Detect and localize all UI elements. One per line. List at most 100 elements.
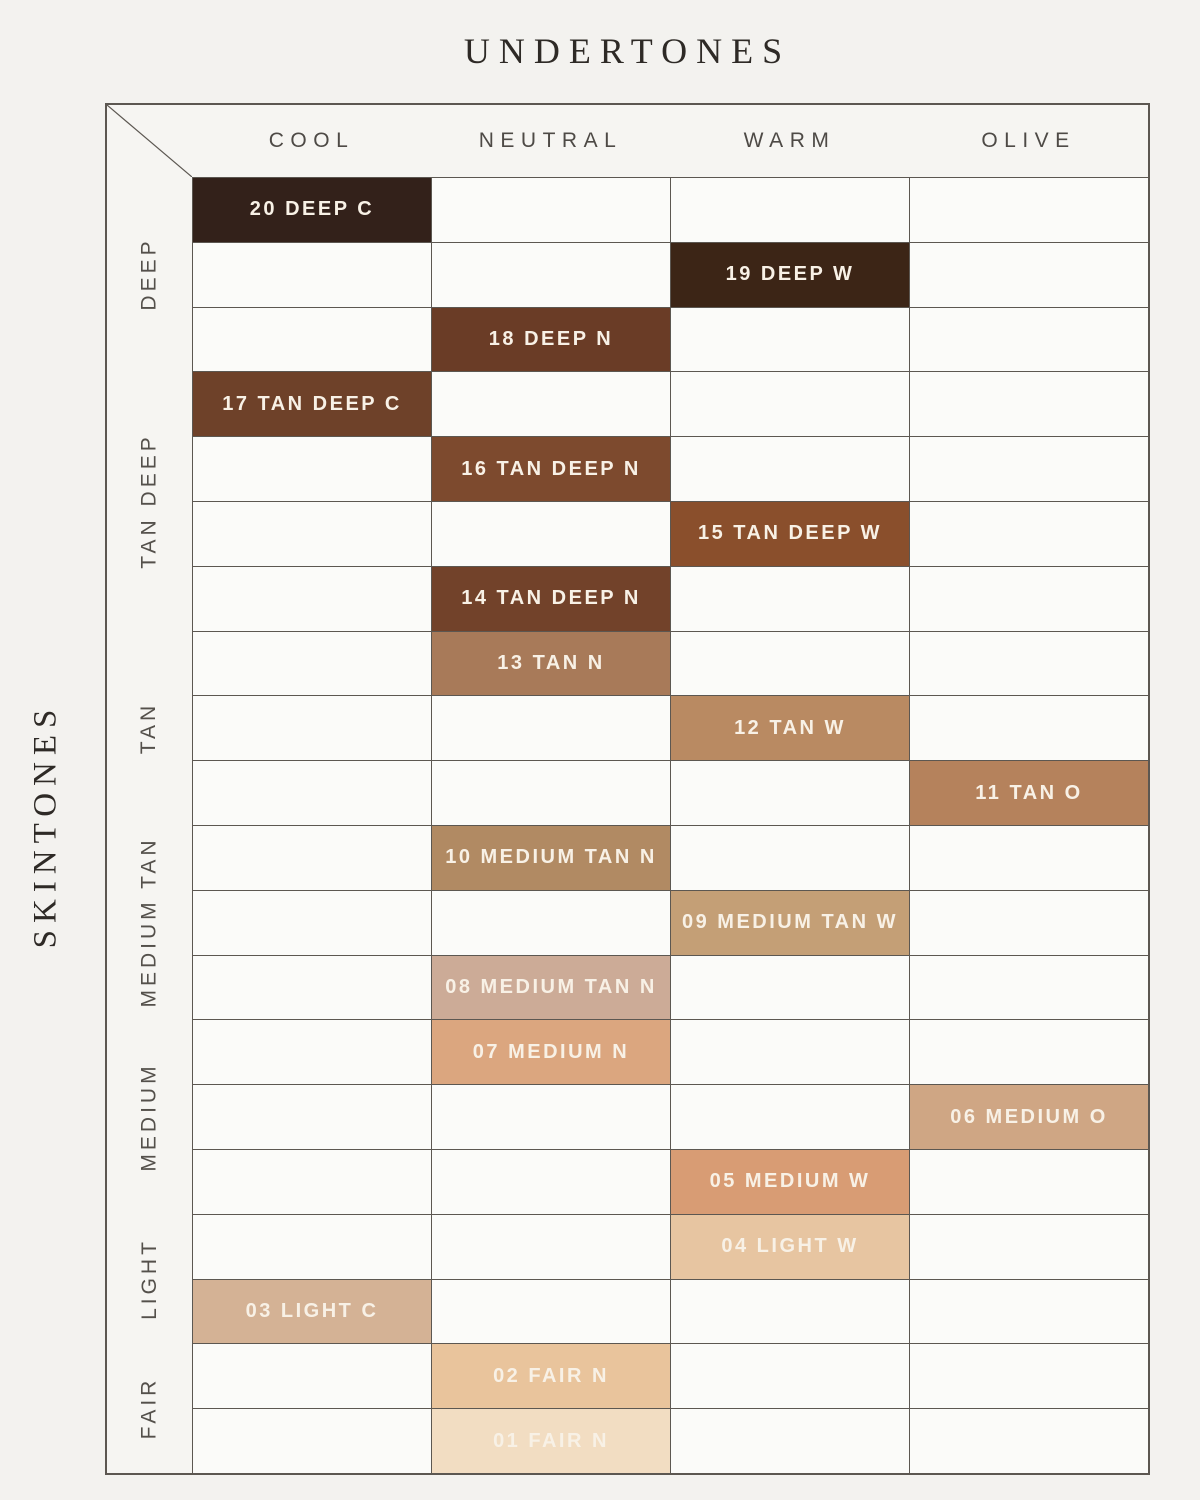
shade-row-20-deep-c: 20 DEEP C <box>193 178 1148 243</box>
shade-swatch-20-deep-c: 20 DEEP C <box>193 178 432 242</box>
empty-cell <box>193 1214 432 1279</box>
shade-swatch-03-light-c: 03 LIGHT C <box>193 1279 432 1344</box>
column-header-cool: COOL <box>268 129 355 152</box>
shade-label: 04 LIGHT W <box>721 1235 859 1258</box>
column-header-neutral: NEUTRAL <box>478 129 623 152</box>
empty-cell <box>432 1279 671 1344</box>
empty-cell <box>671 1020 910 1085</box>
empty-cell <box>671 178 910 242</box>
empty-cell <box>910 437 1148 501</box>
empty-cell <box>432 1214 671 1279</box>
empty-cell <box>910 242 1148 307</box>
empty-cell <box>910 631 1148 696</box>
empty-cell <box>910 1409 1148 1473</box>
shade-swatch-18-deep-n: 18 DEEP N <box>432 307 671 372</box>
empty-cell <box>671 1085 910 1149</box>
shade-row-17-tan-deep-c: 17 TAN DEEP C <box>193 372 1148 438</box>
shade-swatch-17-tan-deep-c: 17 TAN DEEP C <box>193 372 432 437</box>
shade-swatch-02-fair-n: 02 FAIR N <box>432 1344 671 1409</box>
empty-cell <box>432 890 671 955</box>
shade-label: 09 MEDIUM TAN W <box>681 911 898 934</box>
empty-cell <box>193 825 432 890</box>
empty-cell <box>193 1085 432 1149</box>
shade-label: 03 LIGHT C <box>245 1299 379 1322</box>
empty-cell <box>671 761 910 825</box>
shade-label: 02 FAIR N <box>493 1364 609 1387</box>
shade-swatch-04-light-w: 04 LIGHT W <box>671 1214 910 1279</box>
y-axis-label-wrap: SKINTONES <box>0 175 92 1475</box>
shade-matrix-grid: COOL NEUTRAL WARM OLIVE DEEP TAN DEEP TAN MEDI… <box>105 103 1150 1475</box>
group-label-fair: FAIR <box>107 1343 192 1473</box>
group-label-medium-tan: MEDIUM TAN <box>107 825 192 1019</box>
shade-row-11-tan-o: 11 TAN O <box>193 761 1148 826</box>
empty-cell <box>910 1344 1148 1409</box>
shade-row-12-tan-w: 12 TAN W <box>193 696 1148 762</box>
empty-cell <box>910 501 1148 566</box>
group-label-text: MEDIUM <box>137 1061 161 1172</box>
shade-row-02-fair-n: 02 FAIR N <box>193 1344 1148 1410</box>
group-label-medium: MEDIUM <box>107 1019 192 1213</box>
shade-swatch-11-tan-o: 11 TAN O <box>910 761 1148 825</box>
empty-cell <box>432 761 671 825</box>
empty-cell <box>193 890 432 955</box>
empty-cell <box>671 955 910 1020</box>
shade-row-08-medium-tan-n: 08 MEDIUM TAN N <box>193 955 1148 1021</box>
shade-row-13-tan-n: 13 TAN N <box>193 631 1148 697</box>
empty-cell <box>910 307 1148 372</box>
shade-swatch-10-medium-tan-n: 10 MEDIUM TAN N <box>432 825 671 890</box>
empty-cell <box>432 242 671 307</box>
empty-cell <box>910 696 1148 761</box>
shade-swatch-08-medium-tan-n: 08 MEDIUM TAN N <box>432 955 671 1020</box>
shade-row-14-tan-deep-n: 14 TAN DEEP N <box>193 566 1148 632</box>
empty-cell <box>671 631 910 696</box>
empty-cell <box>193 437 432 501</box>
empty-cell <box>910 825 1148 890</box>
shade-label: 18 DEEP N <box>488 327 614 350</box>
corner-diagonal-line <box>107 105 192 177</box>
shade-label: 11 TAN O <box>975 781 1083 804</box>
group-label-text: LIGHT <box>137 1237 161 1320</box>
shade-label: 06 MEDIUM O <box>950 1105 1108 1128</box>
empty-cell <box>432 372 671 437</box>
empty-cell <box>671 372 910 437</box>
column-header-warm: WARM <box>743 129 836 152</box>
group-label-text: MEDIUM TAN <box>137 836 161 1008</box>
empty-cell <box>671 566 910 631</box>
empty-cell <box>193 1149 432 1214</box>
empty-cell <box>910 955 1148 1020</box>
empty-cell <box>193 1344 432 1409</box>
y-axis-label: SKINTONES <box>27 702 64 948</box>
empty-cell <box>193 631 432 696</box>
empty-cell <box>671 1409 910 1473</box>
shade-label: 07 MEDIUM N <box>472 1040 630 1063</box>
empty-cell <box>671 825 910 890</box>
shade-label: 14 TAN DEEP N <box>461 587 641 610</box>
shade-label: 15 TAN DEEP W <box>697 522 882 545</box>
shade-label: 13 TAN N <box>497 651 605 674</box>
empty-cell <box>193 761 432 825</box>
empty-cell <box>671 307 910 372</box>
group-label-tan-deep: TAN DEEP <box>107 371 192 630</box>
shade-row-01-fair-n: 01 FAIR N <box>193 1409 1148 1473</box>
empty-cell <box>193 242 432 307</box>
empty-cell <box>432 501 671 566</box>
page-title: UNDERTONES <box>463 31 792 71</box>
shade-swatch-14-tan-deep-n: 14 TAN DEEP N <box>432 566 671 631</box>
shade-row-06-medium-o: 06 MEDIUM O <box>193 1085 1148 1150</box>
empty-cell <box>193 696 432 761</box>
group-label-deep: DEEP <box>107 177 192 371</box>
shade-swatch-16-tan-deep-n: 16 TAN DEEP N <box>432 437 671 501</box>
empty-cell <box>910 1149 1148 1214</box>
empty-cell <box>193 955 432 1020</box>
empty-cell <box>193 1020 432 1085</box>
shade-label: 20 DEEP C <box>249 198 375 221</box>
group-label-text: TAN <box>137 701 161 755</box>
empty-cell <box>193 566 432 631</box>
shade-swatch-12-tan-w: 12 TAN W <box>671 696 910 761</box>
shade-row-09-medium-tan-w: 09 MEDIUM TAN W <box>193 890 1148 956</box>
shade-label: 10 MEDIUM TAN N <box>445 846 657 869</box>
shade-swatch-15-tan-deep-w: 15 TAN DEEP W <box>671 501 910 566</box>
shade-row-15-tan-deep-w: 15 TAN DEEP W <box>193 501 1148 567</box>
empty-cell <box>910 1020 1148 1085</box>
empty-cell <box>671 1279 910 1344</box>
